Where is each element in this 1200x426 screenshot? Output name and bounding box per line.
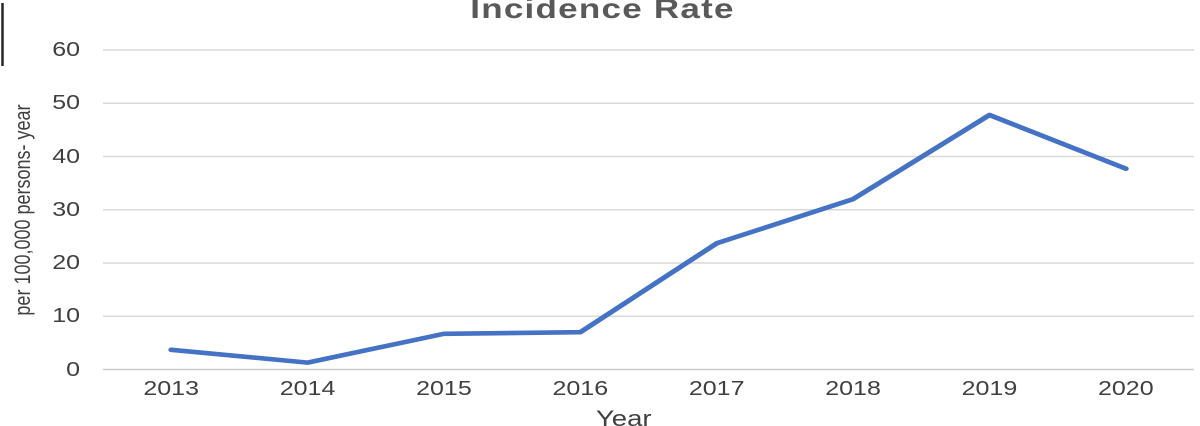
x-tick-label: 2015 [416,378,472,400]
y-tick-label: 0 [66,358,80,381]
y-tick-label: 50 [52,92,80,115]
x-tick-label: 2013 [143,378,199,400]
x-axis-title: Year [595,406,652,426]
y-tick-label: 60 [52,39,80,61]
y-tick-label: 10 [52,305,80,328]
screen-edge-artifact [1,3,4,66]
y-tick-label: 20 [52,252,80,274]
x-tick-label: 2020 [1097,378,1154,400]
x-tick-label: 2017 [688,378,745,400]
incidence-rate-line [168,112,1129,365]
y-tick-label: 30 [52,198,80,221]
x-tick-label: 2014 [279,378,336,400]
x-tick-label: 2019 [961,378,1018,400]
x-tick-label: 2018 [825,378,881,400]
chart-title: Incidence Rate [470,0,735,24]
y-tick-label: 40 [52,145,80,168]
x-tick-label: 2016 [552,378,609,400]
